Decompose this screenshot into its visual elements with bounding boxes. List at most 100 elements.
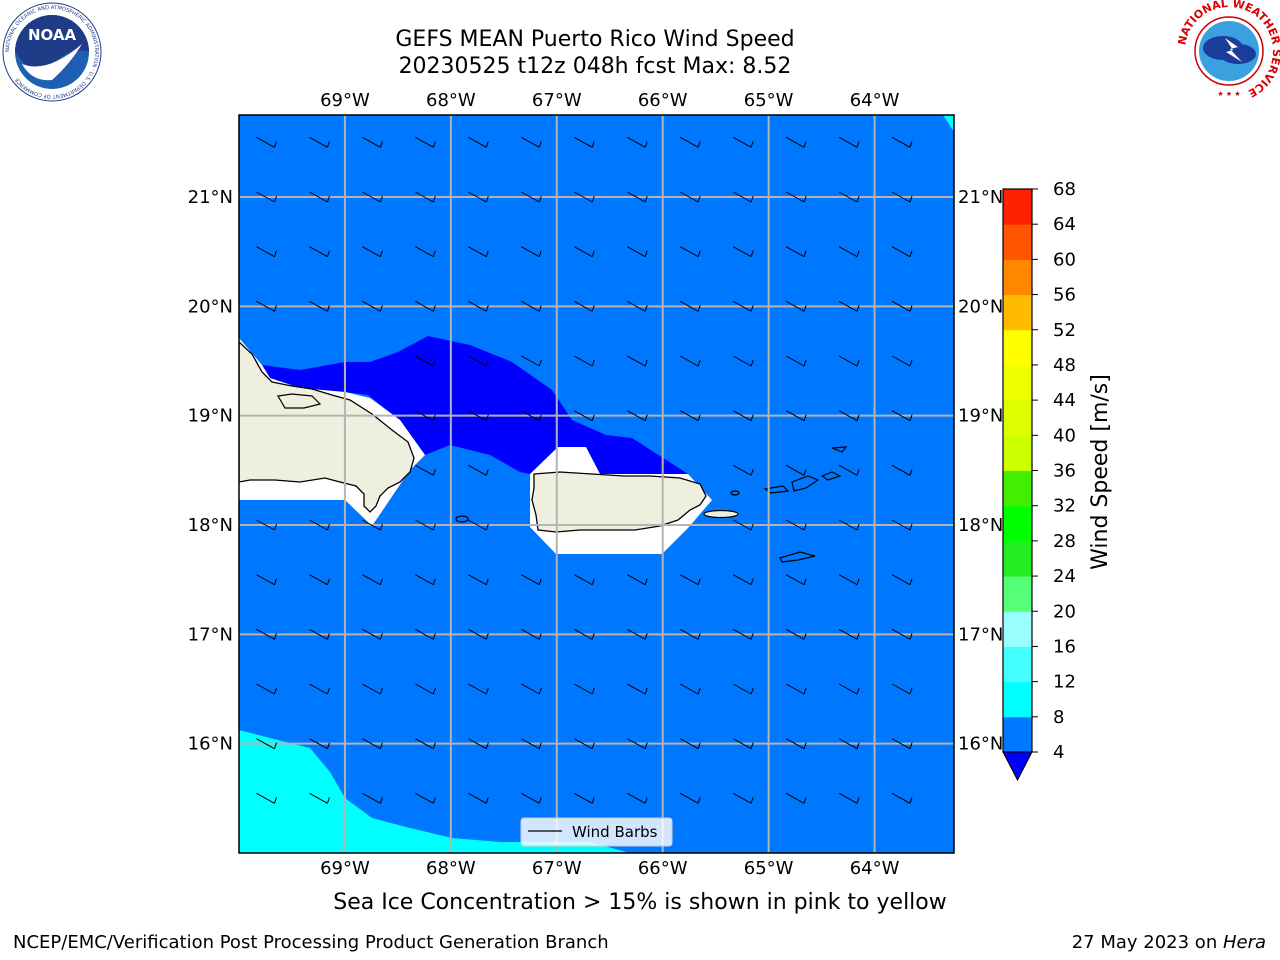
wind-barb — [309, 574, 328, 586]
wind-barb-flag — [750, 523, 754, 531]
lon-label: 69°W — [320, 90, 370, 111]
wind-barb-flag — [697, 141, 701, 148]
wind-barb-flag — [538, 250, 542, 257]
wind-barb-flag — [644, 414, 648, 421]
wind-barb — [256, 519, 275, 531]
wind-barb-flag — [485, 633, 489, 640]
wind-barb — [732, 738, 752, 750]
colorbar-tick-label: 32 — [1053, 496, 1076, 517]
wind-barb-flag — [750, 687, 754, 695]
wind-barb — [891, 628, 911, 640]
wind-barb-flag — [326, 250, 330, 257]
colorbar-segment — [1003, 716, 1032, 753]
wind-barb — [732, 355, 752, 367]
wind-barb — [785, 246, 805, 258]
wind-barb — [785, 191, 805, 203]
wind-barb — [574, 628, 593, 640]
wind-barb-flag — [909, 414, 913, 421]
colorbar-tick-label: 64 — [1053, 214, 1076, 235]
wind-barb-flag — [274, 250, 277, 257]
lon-label: 65°W — [744, 858, 794, 879]
wind-barb — [679, 683, 699, 695]
wind-barb-flag — [856, 414, 860, 421]
lon-label: 68°W — [426, 858, 476, 879]
wind-barb-flag — [485, 305, 489, 312]
lon-labels-top: 69°W 68°W 67°W 66°W 65°W 64°W — [320, 90, 900, 111]
wind-barb — [256, 246, 275, 258]
wind-barb — [838, 246, 858, 258]
wind-barb — [468, 792, 487, 804]
colorbar-tick-label: 24 — [1053, 566, 1076, 587]
colorbar-segment — [1003, 576, 1032, 612]
wind-barb — [362, 738, 381, 750]
wind-barb-flag — [750, 469, 754, 476]
colorbar-tick-label: 20 — [1053, 601, 1076, 622]
wind-barb-flag — [485, 469, 489, 476]
wind-barb-flag — [856, 578, 860, 585]
wind-barb — [415, 628, 434, 640]
wind-barb — [309, 683, 328, 695]
wind-barb — [521, 300, 540, 312]
wind-barb — [732, 683, 752, 695]
wind-barb — [521, 246, 540, 258]
wind-barb — [468, 300, 487, 312]
wind-barb — [891, 738, 911, 750]
wind-barb — [785, 519, 805, 531]
wind-barb — [256, 738, 275, 750]
wind-barb — [468, 738, 487, 750]
lat-labels-left: 21°N 20°N 19°N 18°N 17°N 16°N — [188, 187, 233, 755]
wind-barb-flag — [379, 633, 383, 640]
wind-barb — [626, 355, 646, 367]
wind-barb-flag — [803, 797, 807, 804]
wind-barb-flag — [432, 469, 436, 476]
wind-barb-flag — [803, 469, 807, 476]
wind-barb-flag — [326, 305, 330, 312]
wind-barb — [309, 191, 328, 203]
wind-barb-flag — [274, 687, 277, 695]
lon-label: 66°W — [638, 858, 688, 879]
wind-barb-flag — [803, 578, 807, 585]
colorbar-segment — [1003, 470, 1032, 507]
wind-barb-flag — [750, 359, 754, 367]
wind-barb-flag — [803, 305, 807, 312]
wind-barb-flag — [856, 359, 860, 367]
wind-barb — [574, 191, 593, 203]
lat-label: 21°N — [958, 187, 1003, 208]
wind-barb-flag — [750, 250, 754, 257]
lat-label: 19°N — [188, 406, 233, 427]
wind-barb — [626, 683, 646, 695]
lat-label: 19°N — [958, 406, 1003, 427]
wind-barb — [679, 410, 699, 422]
lat-label: 18°N — [188, 515, 233, 536]
wind-barb-flag — [379, 797, 383, 804]
lon-label: 64°W — [850, 90, 900, 111]
wind-barb — [732, 246, 752, 258]
wind-barb-flag — [538, 195, 542, 203]
wind-barb — [415, 792, 434, 804]
wind-barb — [468, 191, 487, 203]
wind-barb-flag — [591, 797, 595, 804]
colorbar-segment — [1003, 364, 1032, 401]
wind-barb-flag — [432, 633, 436, 640]
wind-barb — [732, 792, 752, 804]
colorbar-tick-label: 52 — [1053, 320, 1076, 341]
wind-barb-flag — [644, 141, 648, 148]
wind-barb-flag — [326, 578, 330, 585]
title-line-2: 20230525 t12z 048h fcst Max: 8.52 — [398, 54, 792, 79]
lat-label: 16°N — [188, 734, 233, 755]
colorbar-segment — [1003, 646, 1032, 683]
colorbar-tick-label: 68 — [1053, 179, 1076, 200]
wind-barb — [362, 191, 381, 203]
hispaniola-land — [239, 341, 415, 513]
wind-barb — [468, 355, 487, 367]
wind-barb — [838, 136, 858, 148]
wind-barb — [574, 574, 593, 586]
wind-barb-flag — [803, 633, 807, 640]
wind-barb — [679, 792, 699, 804]
wind-barb-flag — [485, 250, 489, 257]
wind-barb-flag — [538, 578, 542, 585]
wind-barb — [415, 464, 434, 476]
lat-labels-right: 21°N 20°N 19°N 18°N 17°N 16°N — [958, 187, 1003, 755]
wind-barb — [626, 136, 646, 148]
wind-barb-flag — [909, 687, 913, 695]
